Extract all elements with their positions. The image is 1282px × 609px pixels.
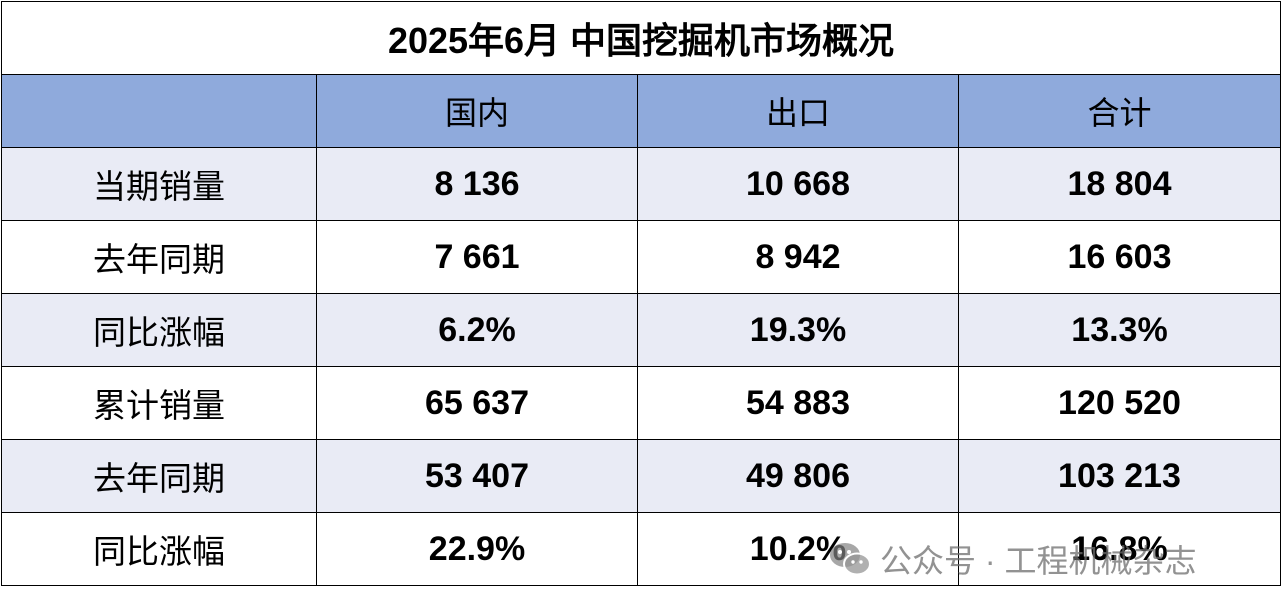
cell: 120 520 bbox=[958, 366, 1281, 440]
cell: 16.8% bbox=[958, 512, 1281, 586]
header-cell: 国内 bbox=[316, 74, 638, 148]
cell: 16 603 bbox=[958, 220, 1281, 294]
cell: 53 407 bbox=[316, 439, 638, 513]
header-cell: 出口 bbox=[637, 74, 959, 148]
watermark-text: 公众号 · 工程机械杂志 bbox=[880, 543, 1197, 579]
cell: 103 213 bbox=[958, 439, 1281, 513]
watermark: 公众号 · 工程机械杂志 bbox=[828, 536, 1196, 582]
table-row: 去年同期 7 661 8 942 16 603 bbox=[1, 220, 1281, 294]
cell: 13.3% bbox=[958, 293, 1281, 367]
cell: 10 668 bbox=[637, 147, 959, 221]
row-label: 同比涨幅 bbox=[1, 293, 317, 367]
market-table: 2025年6月 中国挖掘机市场概况 国内 出口 合计 当期销量 8 136 10 668… bbox=[1, 1, 1281, 586]
cell: 6.2% bbox=[316, 293, 638, 367]
table-row: 同比涨幅 22.9% 10.2% 16.8% bbox=[1, 512, 1281, 586]
wechat-icon bbox=[830, 543, 871, 576]
table-body: 2025年6月 中国挖掘机市场概况 国内 出口 合计 当期销量 8 136 10 668… bbox=[1, 1, 1281, 586]
row-label: 当期销量 bbox=[1, 147, 317, 221]
row-label: 去年同期 bbox=[1, 220, 317, 294]
cell: 54 883 bbox=[637, 366, 959, 440]
table-row: 当期销量 8 136 10 668 18 804 bbox=[1, 147, 1281, 221]
table-title: 2025年6月 中国挖掘机市场概况 bbox=[1, 1, 1281, 75]
row-label: 去年同期 bbox=[1, 439, 317, 513]
cell: 8 136 bbox=[316, 147, 638, 221]
row-label: 同比涨幅 bbox=[1, 512, 317, 586]
header-corner bbox=[1, 74, 317, 148]
cell: 10.2% bbox=[637, 512, 959, 586]
row-label: 累计销量 bbox=[1, 366, 317, 440]
cell: 22.9% bbox=[316, 512, 638, 586]
cell: 65 637 bbox=[316, 366, 638, 440]
cell: 8 942 bbox=[637, 220, 959, 294]
header-row: 国内 出口 合计 bbox=[1, 74, 1281, 148]
table-row: 去年同期 53 407 49 806 103 213 bbox=[1, 439, 1281, 513]
cell: 7 661 bbox=[316, 220, 638, 294]
cell: 19.3% bbox=[637, 293, 959, 367]
title-row: 2025年6月 中国挖掘机市场概况 bbox=[1, 1, 1281, 75]
cell: 18 804 bbox=[958, 147, 1281, 221]
header-cell: 合计 bbox=[958, 74, 1281, 148]
cell: 49 806 bbox=[637, 439, 959, 513]
table-row: 累计销量 65 637 54 883 120 520 bbox=[1, 366, 1281, 440]
table-row: 同比涨幅 6.2% 19.3% 13.3% bbox=[1, 293, 1281, 367]
